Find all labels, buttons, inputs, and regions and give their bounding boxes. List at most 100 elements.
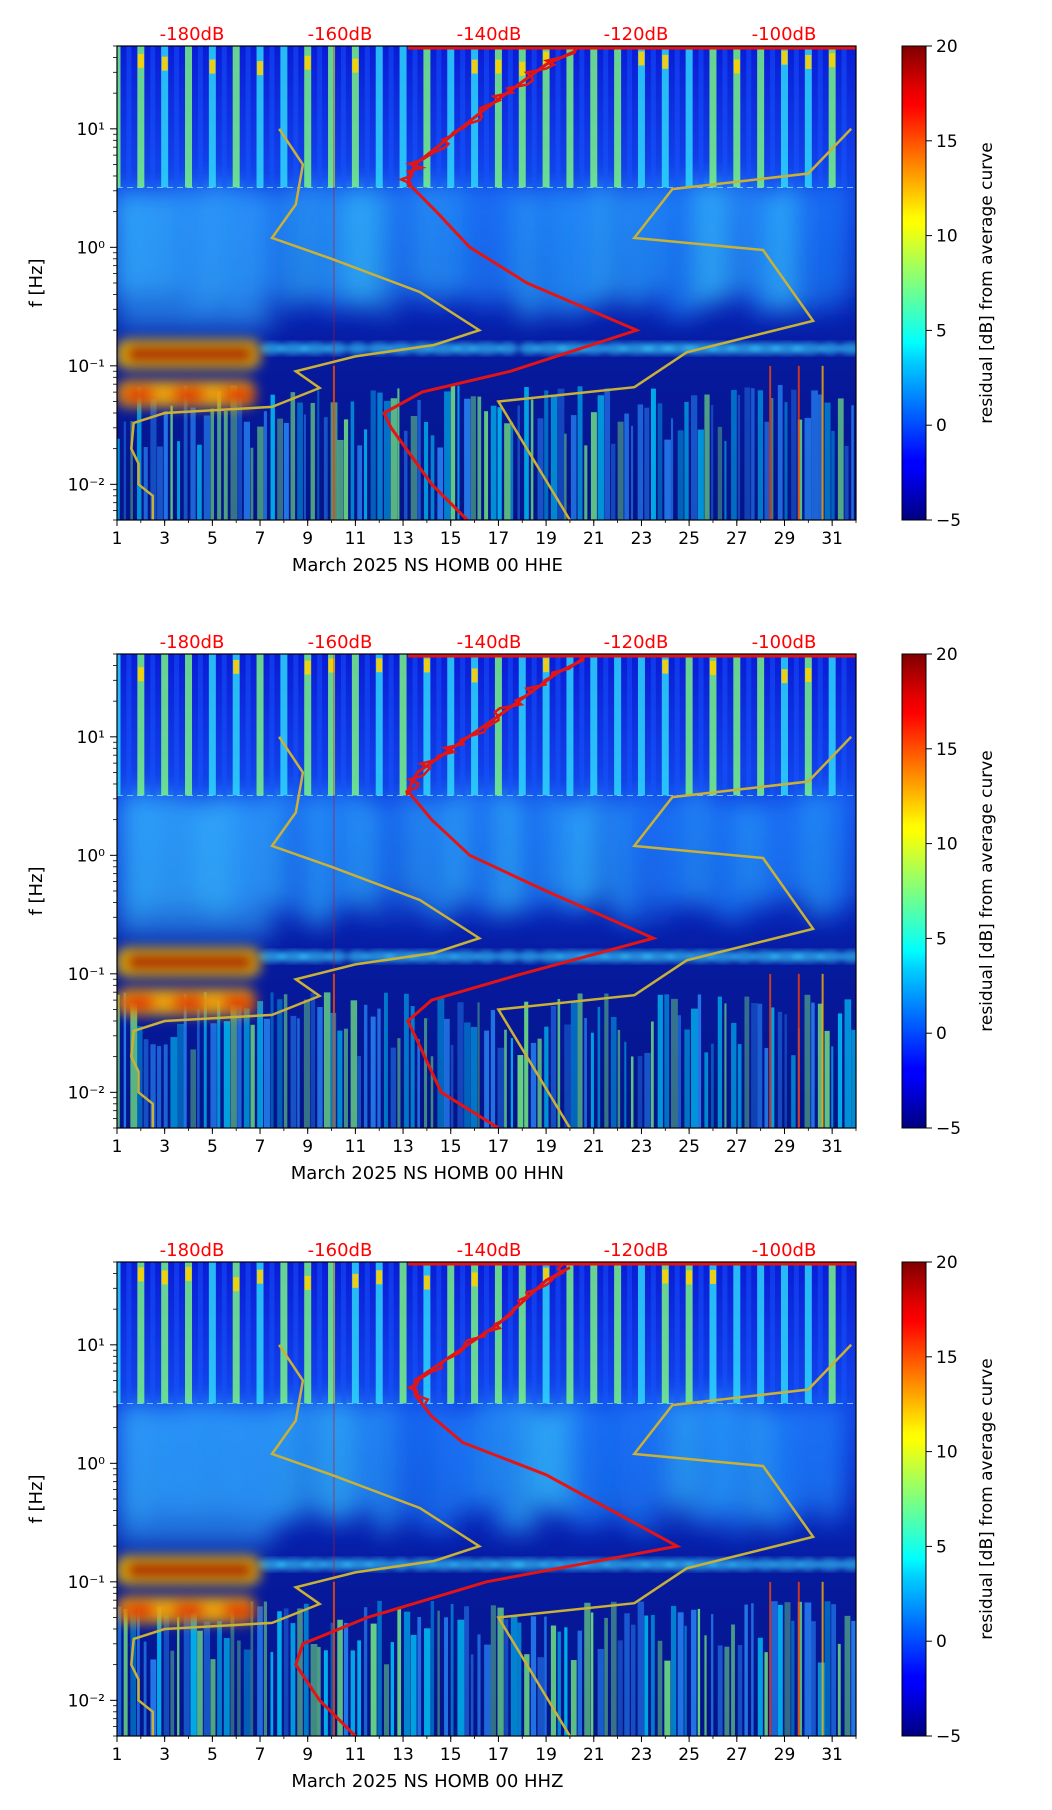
colorbar-tick-label: −5 [936,1727,961,1747]
lf-streak [570,1660,577,1736]
y-tick-label: 10⁻¹ [68,965,105,985]
lf-streak [263,1018,270,1128]
hf-hotspot [471,59,478,74]
hf-stripe [340,1262,346,1404]
hf-stripe [804,1262,812,1404]
hf-stripe [304,654,312,796]
lf-streak [197,444,202,520]
x-tick-label: 31 [821,1745,843,1765]
hf-stripe [709,1262,717,1404]
lf-streak [163,411,168,520]
hf-stripe [698,46,704,188]
sm-patch [342,1558,374,1571]
hf-hotspot [376,1270,383,1285]
colorbar [901,653,927,1129]
lf-streak [484,1644,491,1736]
x-tick-label: 7 [255,1745,266,1765]
sm-patch [797,1558,820,1571]
lf-streak [277,999,283,1128]
lf-streak [784,1602,791,1736]
hf-stripe [770,46,776,188]
hf-stripe [280,1262,288,1404]
y-tick-label: 10⁰ [77,1454,106,1474]
db-scale-label: -140dB [457,24,522,45]
lf-streak [791,1620,795,1736]
lf-streak [684,1625,687,1736]
sm-patch [346,950,369,963]
lf-streak [717,996,722,1128]
lf-streak [230,1004,237,1128]
hf-stripe [328,46,336,188]
hf-stripe [661,46,669,188]
lf-streak [117,994,120,1128]
storm-core-upper [124,952,256,972]
lf-streak [731,1022,737,1128]
lf-streak [510,421,514,520]
lf-streak [604,1617,608,1736]
lf-streak [404,993,409,1128]
lf-streak [310,402,315,520]
hf-hotspot [328,658,335,673]
sm-patch [450,950,480,963]
colorbar-tick-label: 5 [936,1537,947,1557]
band-patch [586,787,601,901]
x-tick-label: 1 [112,1745,123,1765]
hf-stripe [447,1262,455,1404]
lf-streak [337,1619,343,1736]
hf-stripe [174,654,180,796]
lf-streak [597,1006,601,1128]
db-scale-label: -180dB [160,1240,225,1261]
lf-streak [117,438,120,520]
lf-streak [270,1652,274,1736]
lf-streak [250,1601,254,1736]
lf-streak [737,1645,743,1736]
sm-patch [474,1558,499,1571]
lf-streak [430,1601,435,1736]
lf-streak [711,1043,714,1128]
hf-stripe [709,654,717,796]
y-tick-label: 10⁻¹ [68,1573,105,1593]
hf-stripe [388,1262,394,1404]
lf-streak [123,421,127,520]
hf-stripe [650,46,656,188]
lf-streak [317,1007,323,1128]
lf-streak [290,1623,296,1736]
x-tick-label: 21 [583,1745,605,1765]
hf-stripe [328,654,336,796]
lf-streak [410,1006,415,1128]
lf-streak [757,390,763,520]
db-scale-label: -140dB [457,632,522,653]
hf-stripe [232,46,240,188]
hf-stripe [197,654,203,796]
hf-stripe [161,1262,169,1404]
hf-stripe [841,654,847,796]
band-patch [792,1403,815,1509]
hf-stripe [185,46,193,188]
lf-streak [323,1650,328,1736]
band-patch [389,1398,405,1523]
lf-streak [757,1003,763,1128]
x-tick-label: 25 [678,1745,700,1765]
lf-streak [183,1609,190,1736]
sm-patch [519,342,540,355]
band-patch [832,185,854,298]
storm-core-lower [170,994,207,1011]
lf-streak [490,1605,496,1736]
lf-streak [691,395,698,520]
x-tick-label: 19 [535,1137,557,1157]
hf-stripe [351,654,359,796]
band-patch [390,186,404,294]
hf-stripe [518,46,526,188]
hf-stripe [208,1262,216,1404]
hf-stripe [375,1262,383,1404]
lf-streak [604,993,609,1128]
lf-streak [771,398,774,520]
lf-streak [677,1015,681,1128]
sm-patch [298,950,332,963]
band-patch [285,187,300,311]
hf-stripe [817,46,823,188]
lf-streak [123,1608,128,1736]
hf-hotspot [543,1267,550,1282]
lf-streak [417,1616,422,1736]
